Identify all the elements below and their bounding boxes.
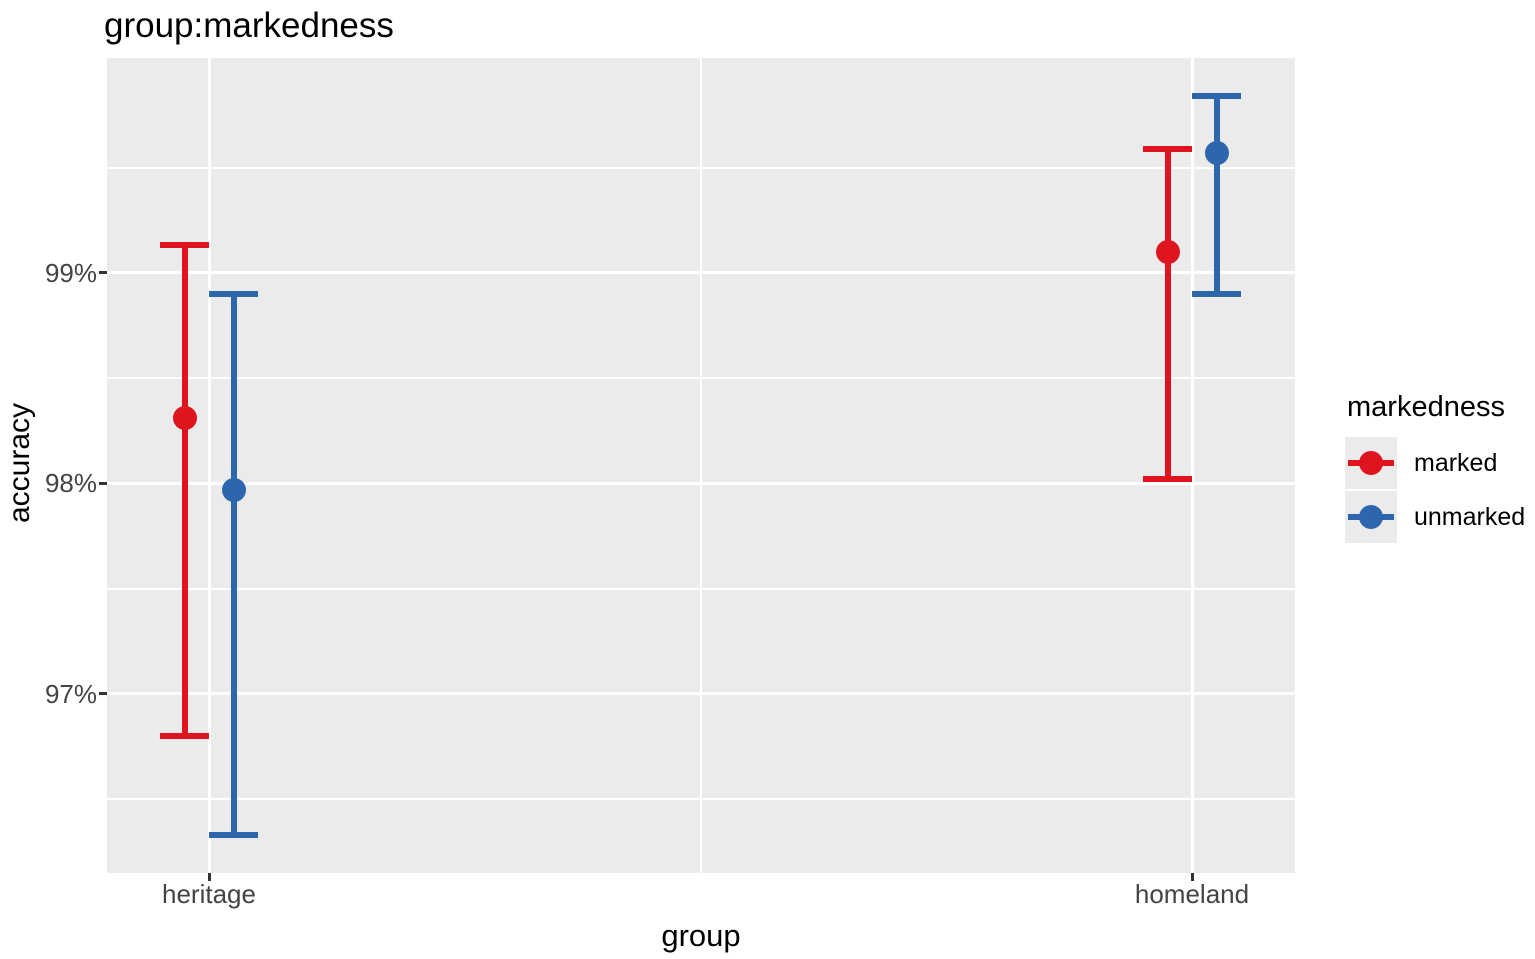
x-tick bbox=[207, 873, 211, 881]
y-tick bbox=[99, 271, 107, 275]
x-tick-label-homeland: homeland bbox=[1134, 879, 1250, 909]
y-tick-label: 98% bbox=[44, 468, 97, 499]
errorbar-cap-bottom-unmarked-heritage bbox=[209, 832, 258, 839]
y-tick-label: 97% bbox=[44, 678, 97, 709]
errorbar-cap-top-unmarked-homeland bbox=[1192, 92, 1241, 99]
gridline-minor-vertical bbox=[699, 58, 702, 873]
legend-key-point-icon bbox=[1359, 451, 1383, 475]
y-tick bbox=[99, 692, 107, 696]
y-tick bbox=[99, 481, 107, 485]
errorbar-cap-top-marked-homeland bbox=[1143, 145, 1192, 152]
legend: markedness marked unmarked bbox=[1345, 391, 1535, 545]
gridline-major-horizontal bbox=[107, 481, 1295, 485]
y-tick-label: 99% bbox=[44, 257, 97, 288]
errorbar-stem-marked-homeland bbox=[1164, 148, 1171, 480]
y-axis-title: accuracy bbox=[3, 402, 36, 524]
legend-key-marked bbox=[1345, 437, 1397, 489]
x-tick bbox=[1190, 873, 1194, 881]
errorbar-stem-unmarked-heritage bbox=[230, 293, 237, 836]
gridline-major-vertical bbox=[207, 58, 211, 873]
errorbar-cap-bottom-unmarked-homeland bbox=[1192, 290, 1241, 297]
errorbar-stem-unmarked-homeland bbox=[1213, 95, 1220, 294]
legend-entry-label: marked bbox=[1414, 448, 1498, 477]
point-marked-homeland bbox=[1155, 239, 1180, 264]
x-axis-title: group bbox=[661, 918, 741, 953]
gridline-major-horizontal bbox=[107, 271, 1295, 275]
legend-key-point-icon bbox=[1359, 505, 1383, 529]
plot-title: group:markedness bbox=[104, 6, 394, 45]
errorbar-cap-top-unmarked-heritage bbox=[209, 290, 258, 297]
errorbar-cap-bottom-marked-homeland bbox=[1143, 476, 1192, 483]
legend-key-unmarked bbox=[1345, 491, 1397, 543]
legend-title: markedness bbox=[1347, 391, 1505, 423]
legend-entry-label: unmarked bbox=[1414, 502, 1526, 531]
point-unmarked-homeland bbox=[1204, 140, 1229, 165]
legend-entries: marked unmarked bbox=[1345, 437, 1535, 543]
errorbar-cap-top-marked-heritage bbox=[160, 242, 209, 249]
legend-entry-marked: marked bbox=[1345, 437, 1535, 489]
errorbar-stem-marked-heritage bbox=[181, 245, 188, 737]
gridline-major-vertical bbox=[1190, 58, 1194, 873]
plot-panel bbox=[107, 58, 1295, 873]
x-tick-label-heritage: heritage bbox=[162, 879, 256, 909]
gridline-major-horizontal bbox=[107, 692, 1295, 696]
legend-entry-unmarked: unmarked bbox=[1345, 491, 1535, 543]
errorbar-cap-bottom-marked-heritage bbox=[160, 733, 209, 740]
point-marked-heritage bbox=[172, 406, 197, 431]
point-unmarked-heritage bbox=[221, 477, 246, 502]
